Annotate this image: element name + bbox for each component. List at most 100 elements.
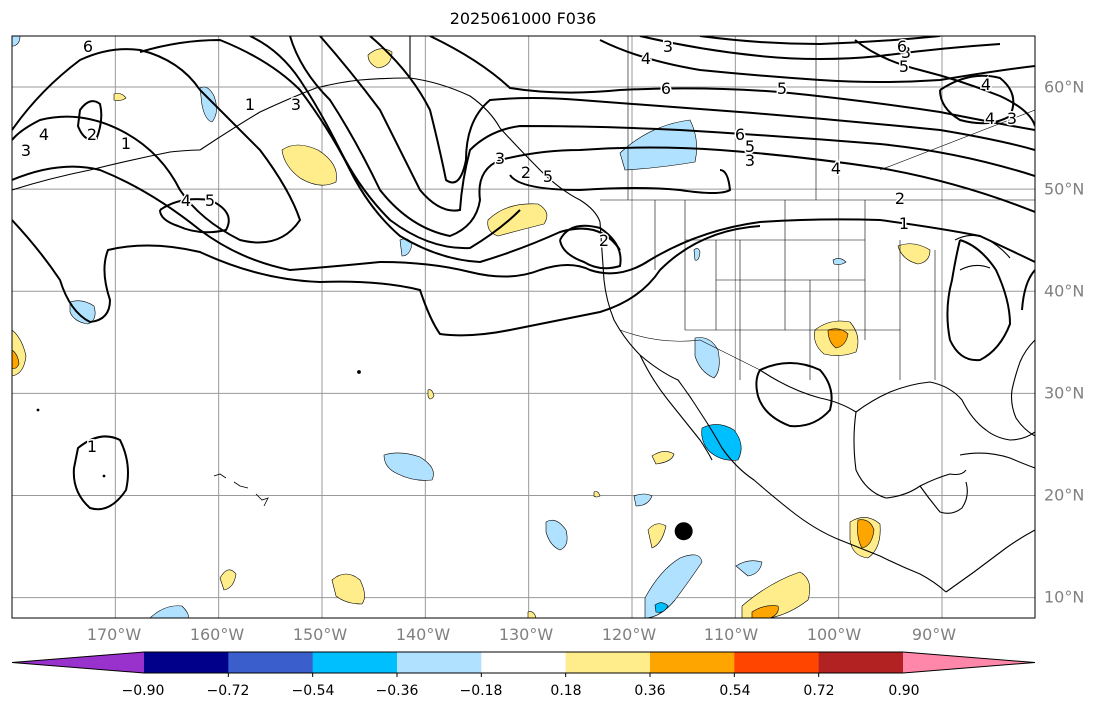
lon-label: 140°W — [395, 625, 451, 644]
contour-label: 5 — [745, 137, 755, 156]
lon-label: 110°W — [703, 625, 759, 644]
contour-label: 6 — [735, 125, 745, 144]
colorbar-extend-low — [12, 652, 144, 673]
contour-label: 6 — [897, 37, 907, 56]
colorbar-segment — [734, 652, 820, 673]
contour-label: 1 — [87, 437, 97, 456]
lon-label: 130°W — [498, 625, 554, 644]
lat-label: 60°N — [1044, 77, 1085, 97]
contour-label: 1 — [121, 134, 131, 153]
colorbar-tick-label: 0.72 — [803, 683, 835, 699]
lat-label: 10°N — [1044, 587, 1085, 607]
lat-label: 30°N — [1044, 383, 1085, 403]
shaded-region — [69, 300, 96, 325]
colorbar-segment — [565, 652, 651, 673]
islands — [36, 370, 361, 507]
shaded-region — [149, 605, 189, 618]
contour-label: 6 — [83, 37, 93, 56]
lon-label: 100°W — [806, 625, 862, 644]
contour-label: 4 — [181, 191, 191, 210]
contour-label: 6 — [661, 79, 671, 98]
contour-label: 1 — [245, 95, 255, 114]
map-title: 2025061000 F036 — [449, 9, 597, 28]
lon-label: 90°W — [911, 625, 957, 644]
contour-label: 2 — [895, 189, 905, 208]
shaded-region — [694, 337, 720, 379]
shaded-region — [647, 523, 667, 549]
colorbar-tick-label: 0.54 — [719, 683, 751, 699]
lat-label: 50°N — [1044, 179, 1085, 199]
political-borders — [600, 36, 1035, 380]
shaded-region — [427, 389, 435, 400]
contour-label: 4 — [39, 125, 49, 144]
contour-label: 2 — [87, 125, 97, 144]
colorbar-tick-label: 0.18 — [550, 683, 582, 699]
shaded-region — [654, 602, 669, 613]
contour-label: 4 — [641, 49, 651, 68]
colorbar-tick-label: −0.18 — [459, 683, 503, 699]
lon-label: 160°W — [189, 625, 245, 644]
shaded-region — [693, 248, 701, 261]
colorbar-tick-label: −0.90 — [121, 683, 165, 699]
contour-label: 2 — [599, 231, 609, 250]
shaded-region — [651, 451, 675, 465]
lon-label: 170°W — [86, 625, 142, 644]
contour-label: 4 — [981, 75, 991, 94]
shaded-region — [219, 569, 237, 591]
contour-label: 3 — [663, 37, 673, 56]
contour-label: 5 — [543, 167, 553, 186]
contour-label: 4 — [831, 159, 841, 178]
shaded-region — [741, 571, 811, 618]
colorbar-tick-label: 0.90 — [888, 683, 920, 699]
colorbar-tick-label: −0.36 — [375, 683, 419, 699]
lon-label: 120°W — [601, 625, 657, 644]
shaded-region — [331, 573, 365, 605]
contour-label: 5 — [205, 191, 215, 210]
shaded-region — [633, 493, 653, 507]
colorbar-tick-label: −0.72 — [206, 683, 250, 699]
shaded-region — [619, 119, 697, 171]
colorbar-segment — [312, 652, 398, 673]
colorbar-segment — [397, 652, 482, 673]
colorbar-tick-label: 0.36 — [634, 683, 666, 699]
colorbar — [11, 651, 1036, 677]
colorbar-segment — [481, 652, 567, 673]
gridlines — [12, 36, 1035, 618]
shaded-region — [383, 452, 434, 481]
contour-label: 3 — [901, 43, 911, 62]
lat-label: 40°N — [1044, 281, 1085, 301]
shaded-region — [281, 144, 337, 186]
shaded-region — [857, 519, 875, 549]
shaded-region — [113, 93, 127, 101]
shaded-region — [751, 605, 779, 618]
contour-label: 2 — [521, 163, 531, 182]
colorbar-tick-label: −0.54 — [291, 683, 335, 699]
colorbar-segment — [228, 652, 314, 673]
shaded-region — [827, 328, 849, 349]
colorbar-extend-high — [903, 652, 1035, 673]
contour-label: 3 — [495, 149, 505, 168]
map-frame — [11, 35, 1036, 619]
shaded-regions — [12, 36, 931, 618]
lon-label: 150°W — [292, 625, 348, 644]
shaded-region — [367, 48, 393, 69]
contour-lines — [12, 36, 1035, 511]
contour-label: 5 — [777, 79, 787, 98]
shaded-region — [199, 86, 217, 123]
colorbar-segment — [144, 652, 229, 673]
shaded-region — [593, 491, 601, 498]
contour-label: 4 — [985, 109, 995, 128]
shaded-region — [897, 243, 931, 265]
colorbar-segment — [650, 652, 735, 673]
coastlines — [12, 36, 1035, 593]
colorbar-segment — [818, 652, 904, 673]
contour-label: 3 — [21, 141, 31, 160]
shaded-region — [545, 519, 568, 551]
contour-label: 5 — [899, 57, 909, 76]
contour-label: 3 — [1007, 109, 1017, 128]
shaded-region — [12, 349, 20, 369]
contour-label: 1 — [899, 214, 909, 233]
contour-label: 3 — [745, 151, 755, 170]
